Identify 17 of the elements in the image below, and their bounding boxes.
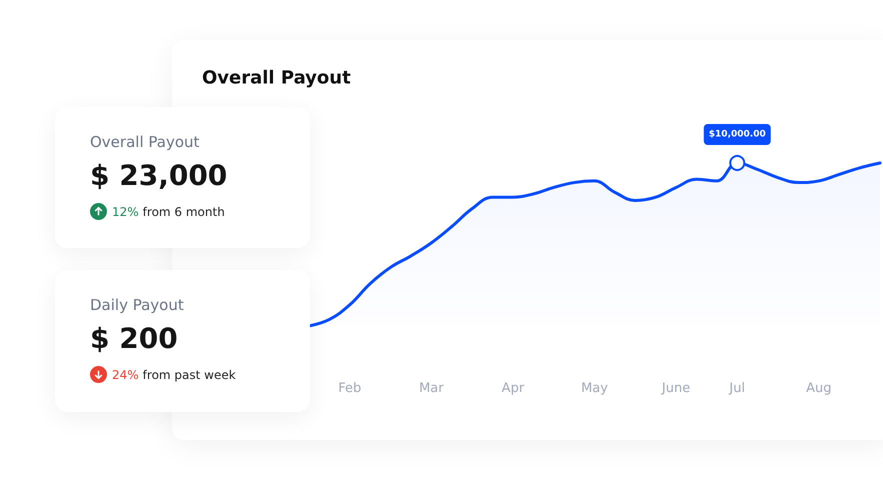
- x-tick-label: June: [660, 381, 690, 396]
- x-tick-label: Feb: [338, 381, 362, 396]
- text: Daily Payout: [90, 296, 184, 314]
- x-tick-label: Jul: [728, 381, 746, 396]
- chart-title: Overall Payout: [202, 68, 352, 88]
- x-tick-label: Mar: [419, 381, 444, 396]
- x-tick-label: May: [581, 381, 608, 396]
- text: $ 200: [90, 322, 178, 355]
- annotation: $10,000.00: [708, 130, 766, 140]
- x-tick-label: Aug: [806, 381, 832, 396]
- text: from 6 month: [142, 204, 225, 218]
- x-tick-label: Apr: [502, 381, 525, 396]
- text: $ 23,000: [90, 159, 228, 192]
- text: 12%: [112, 204, 139, 218]
- text: 24%: [112, 368, 139, 382]
- text: from past week: [142, 368, 236, 382]
- text: Overall Payout: [90, 133, 200, 151]
